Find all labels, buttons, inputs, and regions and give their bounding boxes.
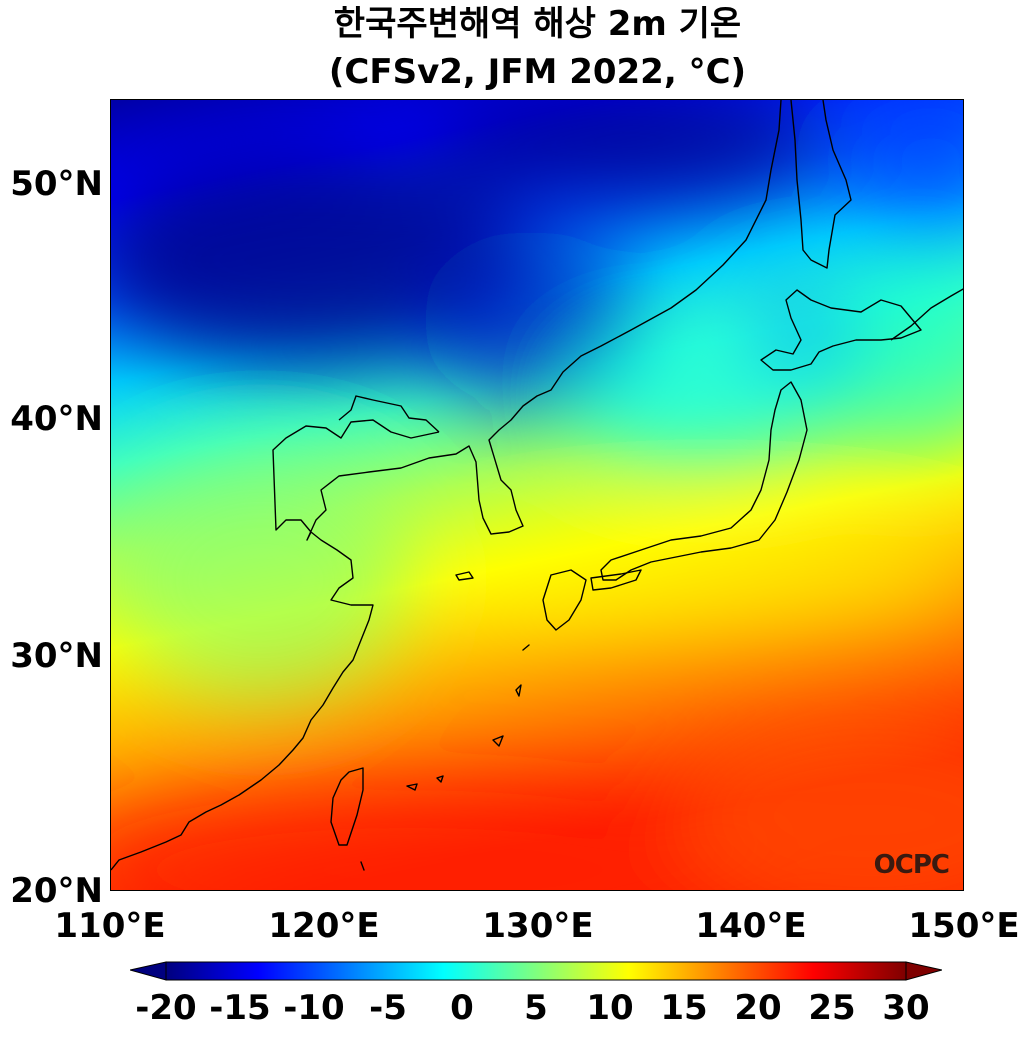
colorbar-tick: -10 (283, 988, 345, 1028)
map-panel: OCPC (110, 99, 964, 891)
lon-label-150e: 150°E (908, 906, 1020, 946)
colorbar-tick: -20 (135, 988, 197, 1028)
coastline-taiwan (330, 767, 364, 846)
china-coast-green (111, 460, 411, 700)
colorbar-extend-high (905, 961, 942, 981)
cold-air-core-manchuria (421, 230, 641, 410)
lat-label-20n: 20°N (10, 871, 103, 911)
coastline-shandong (272, 419, 440, 533)
coastline-honshu (600, 381, 808, 581)
colorbar-tick: 5 (524, 988, 548, 1028)
lon-label-130e: 130°E (482, 906, 594, 946)
south-warm-red (111, 790, 761, 890)
cold-air-core-north (431, 100, 831, 200)
lon-label-140e: 140°E (695, 906, 807, 946)
hokkaido-cold (741, 280, 861, 380)
lat-label-50n: 50°N (10, 164, 103, 204)
colorbar-tick: 15 (660, 988, 708, 1028)
colorbar-tick: 10 (586, 988, 634, 1028)
colorbar-extend-low (130, 961, 167, 981)
ocpc-logo: OCPC (873, 850, 950, 880)
coastline-hokkaido (760, 289, 922, 371)
colorbar-tick: -15 (209, 988, 271, 1028)
coastline-liaodong (338, 395, 440, 433)
coastline-china-korea-russia (111, 100, 782, 871)
coastline-kyushu (542, 569, 587, 631)
coastline-jeju (455, 571, 474, 581)
lat-label-30n: 30°N (10, 636, 103, 676)
colorbar-tick: 0 (450, 988, 474, 1028)
kuroshio-yellow (451, 530, 963, 630)
colorbar-tick: 30 (882, 988, 930, 1028)
coastline-kuril (890, 288, 963, 341)
coastline-hainan-islands (360, 775, 444, 871)
colorbar-tick: 20 (734, 988, 782, 1028)
map-subtitle: (CFSv2, JFM 2022, °C) (328, 52, 747, 92)
north-pacific-blue (841, 100, 963, 240)
coastline-shikoku (590, 569, 642, 591)
southeast-orange (671, 710, 963, 890)
coastline-sakhalin (790, 100, 852, 269)
lon-label-120e: 120°E (268, 906, 380, 946)
colorbar-body (165, 961, 907, 981)
coastline-ryukyu (492, 644, 530, 747)
lon-label-110e: 110°E (54, 906, 166, 946)
lat-label-40n: 40°N (10, 399, 103, 439)
colorbar-tick: -5 (369, 988, 407, 1028)
colorbar (130, 961, 942, 981)
temperature-map (111, 100, 963, 890)
map-title: 한국주변해역 해상 2m 기온 (333, 4, 742, 44)
colorbar-tick: 25 (808, 988, 856, 1028)
